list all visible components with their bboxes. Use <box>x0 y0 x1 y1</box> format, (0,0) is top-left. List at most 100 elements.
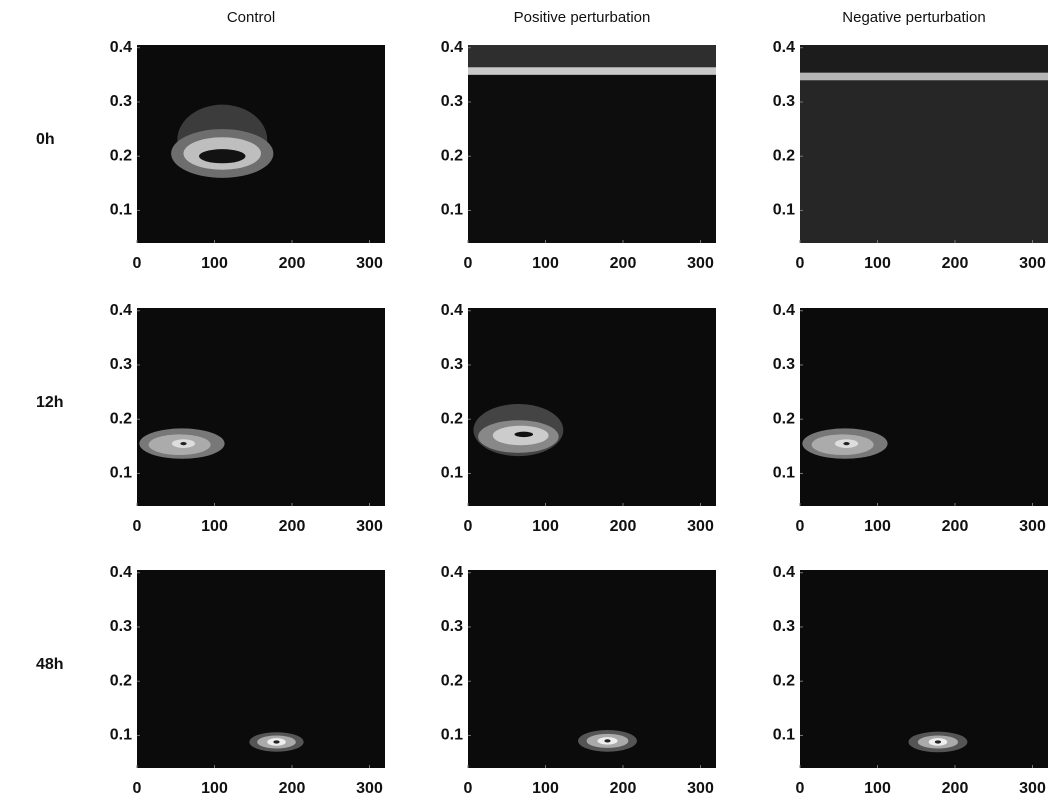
band-above <box>468 45 716 68</box>
y-tick-label: 0.2 <box>773 672 795 689</box>
x-tick-label: 100 <box>201 255 228 272</box>
y-tick-label: 0.1 <box>441 465 463 482</box>
contour-level <box>199 149 246 164</box>
y-tick-label: 0.3 <box>441 356 463 373</box>
x-tick-label: 300 <box>356 780 383 797</box>
y-tick-label: 0.2 <box>441 147 463 164</box>
x-tick-label: 200 <box>942 518 969 535</box>
plot-area <box>800 45 1048 243</box>
x-tick-label: 200 <box>279 518 306 535</box>
x-tick-label: 300 <box>1019 780 1046 797</box>
plot-area <box>468 308 716 506</box>
band <box>468 67 716 75</box>
y-tick-label: 0.4 <box>773 564 795 581</box>
x-tick-label: 0 <box>133 518 142 535</box>
x-tick-label: 200 <box>942 780 969 797</box>
y-tick-label: 0.2 <box>773 147 795 164</box>
x-tick-label: 100 <box>532 780 559 797</box>
plot-area <box>800 570 1048 768</box>
y-tick-label: 0.3 <box>773 618 795 635</box>
contour-level <box>604 739 611 743</box>
y-tick-label: 0.3 <box>441 93 463 110</box>
y-tick-label: 0.3 <box>110 618 132 635</box>
x-tick-label: 200 <box>279 780 306 797</box>
row-label: 12h <box>36 394 64 411</box>
column-title: Control <box>227 9 275 26</box>
x-tick-label: 300 <box>1019 518 1046 535</box>
plot-area <box>800 308 1048 506</box>
x-tick-label: 0 <box>464 780 473 797</box>
y-tick-label: 0.1 <box>773 465 795 482</box>
x-tick-label: 100 <box>864 780 891 797</box>
x-tick-label: 300 <box>687 518 714 535</box>
y-tick-label: 0.2 <box>110 672 132 689</box>
x-tick-label: 300 <box>1019 255 1046 272</box>
y-tick-label: 0.3 <box>110 356 132 373</box>
y-tick-label: 0.3 <box>773 93 795 110</box>
x-tick-label: 100 <box>532 518 559 535</box>
contour-level <box>843 441 850 446</box>
y-tick-label: 0.2 <box>110 410 132 427</box>
x-tick-label: 200 <box>610 780 637 797</box>
plot-area <box>137 45 385 243</box>
row-label: 0h <box>36 131 55 148</box>
y-tick-label: 0.1 <box>441 727 463 744</box>
contour-level <box>273 740 280 744</box>
x-tick-label: 300 <box>687 255 714 272</box>
x-tick-label: 100 <box>201 780 228 797</box>
y-tick-label: 0.3 <box>441 618 463 635</box>
x-tick-label: 300 <box>356 518 383 535</box>
y-tick-label: 0.4 <box>441 39 463 56</box>
x-tick-label: 100 <box>864 518 891 535</box>
x-tick-label: 0 <box>796 518 805 535</box>
plot-background <box>468 45 716 243</box>
y-tick-label: 0.1 <box>773 202 795 219</box>
column-title: Negative perturbation <box>842 9 985 26</box>
y-tick-label: 0.1 <box>110 727 132 744</box>
band-above <box>800 45 1048 73</box>
column-title: Positive perturbation <box>514 9 651 26</box>
y-tick-label: 0.1 <box>110 202 132 219</box>
y-tick-label: 0.4 <box>441 564 463 581</box>
contour-level <box>514 431 534 438</box>
x-tick-label: 200 <box>610 518 637 535</box>
y-tick-label: 0.2 <box>441 410 463 427</box>
x-tick-label: 0 <box>133 255 142 272</box>
y-tick-label: 0.4 <box>110 39 132 56</box>
y-tick-label: 0.3 <box>773 356 795 373</box>
y-tick-label: 0.4 <box>441 302 463 319</box>
y-tick-label: 0.1 <box>441 202 463 219</box>
x-tick-label: 0 <box>133 780 142 797</box>
plot-background <box>800 308 1048 506</box>
y-tick-label: 0.2 <box>773 410 795 427</box>
y-tick-label: 0.4 <box>773 302 795 319</box>
band <box>800 72 1048 81</box>
y-tick-label: 0.2 <box>110 147 132 164</box>
plot-area <box>137 308 385 506</box>
x-tick-label: 0 <box>464 255 473 272</box>
x-tick-label: 100 <box>864 255 891 272</box>
x-tick-label: 0 <box>796 780 805 797</box>
x-tick-label: 300 <box>687 780 714 797</box>
contour-level <box>180 441 187 446</box>
x-tick-label: 200 <box>279 255 306 272</box>
y-tick-label: 0.1 <box>110 465 132 482</box>
x-tick-label: 200 <box>942 255 969 272</box>
plot-background <box>137 308 385 506</box>
plot-area <box>468 570 716 768</box>
x-tick-label: 0 <box>796 255 805 272</box>
x-tick-label: 100 <box>201 518 228 535</box>
x-tick-label: 300 <box>356 255 383 272</box>
x-tick-label: 100 <box>532 255 559 272</box>
row-label: 48h <box>36 656 64 673</box>
y-tick-label: 0.1 <box>773 727 795 744</box>
y-tick-label: 0.2 <box>441 672 463 689</box>
plot-area <box>468 45 716 243</box>
y-tick-label: 0.4 <box>773 39 795 56</box>
x-tick-label: 200 <box>610 255 637 272</box>
x-tick-label: 0 <box>464 518 473 535</box>
y-tick-label: 0.3 <box>110 93 132 110</box>
y-tick-label: 0.4 <box>110 302 132 319</box>
y-tick-label: 0.4 <box>110 564 132 581</box>
